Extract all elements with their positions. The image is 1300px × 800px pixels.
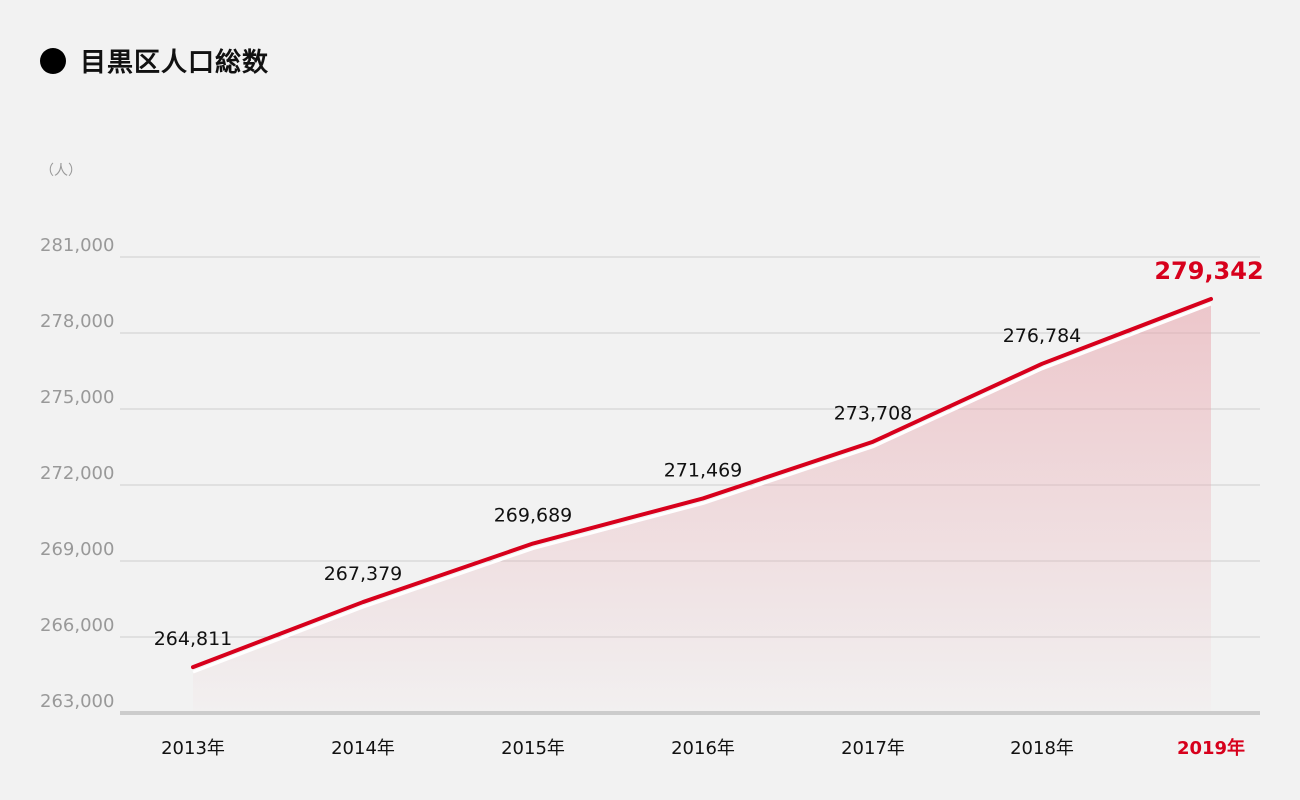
series-line-shadow: [192, 302, 1212, 674]
data-label: 267,379: [324, 563, 403, 585]
y-tick-label: 269,000: [40, 539, 114, 560]
data-label: 264,811: [154, 628, 233, 650]
y-axis-ticks: 263,000 266,000 269,000 272,000 275,000 278,0…: [40, 235, 114, 712]
x-tick-label: 2014年: [331, 738, 395, 759]
y-tick-label: 272,000: [40, 463, 114, 484]
bullet-dot-icon: [40, 47, 66, 74]
data-label: 269,689: [494, 505, 573, 527]
chart-title-text: 目黒区人口総数: [80, 48, 270, 78]
x-tick-label: 2017年: [841, 738, 905, 759]
y-tick-label: 278,000: [40, 311, 114, 332]
data-label: 276,784: [1003, 325, 1082, 347]
data-label-highlight: 279,342: [1154, 257, 1263, 285]
series-line-layer: [191, 297, 1213, 674]
x-tick-label: 2016年: [671, 738, 735, 759]
x-tick-label: 2013年: [161, 738, 225, 759]
data-label: 271,469: [664, 459, 743, 481]
x-axis-ticks: 2013年 2014年 2015年 2016年 2017年 2018年 2019年: [161, 737, 1245, 759]
y-tick-label: 281,000: [40, 235, 114, 256]
x-tick-label: 2018年: [1010, 738, 1074, 759]
y-axis-unit-label: （人）: [40, 163, 82, 179]
x-tick-label: 2015年: [501, 738, 565, 759]
x-tick-label-highlight: 2019年: [1177, 737, 1245, 759]
y-tick-label: 263,000: [40, 691, 114, 712]
data-labels: 264,811 267,379 269,689 271,469 273,708 276,7…: [154, 257, 1264, 650]
area-fill: [193, 304, 1211, 711]
data-label: 273,708: [834, 403, 913, 425]
y-tick-label: 266,000: [40, 615, 114, 636]
area-fill-layer: [193, 304, 1211, 711]
chart-title: 目黒区人口総数: [40, 42, 269, 79]
series-line: [191, 297, 1213, 670]
y-tick-label: 275,000: [40, 387, 114, 408]
